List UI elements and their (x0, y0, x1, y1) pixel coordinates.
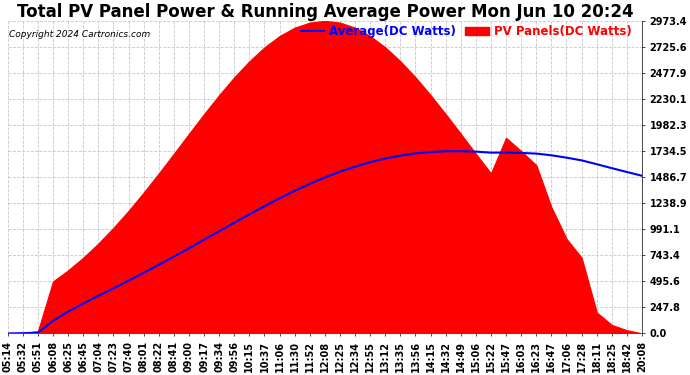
Text: Copyright 2024 Cartronics.com: Copyright 2024 Cartronics.com (9, 30, 150, 39)
Legend: Average(DC Watts), PV Panels(DC Watts): Average(DC Watts), PV Panels(DC Watts) (296, 21, 636, 43)
Title: Total PV Panel Power & Running Average Power Mon Jun 10 20:24: Total PV Panel Power & Running Average P… (17, 3, 633, 21)
